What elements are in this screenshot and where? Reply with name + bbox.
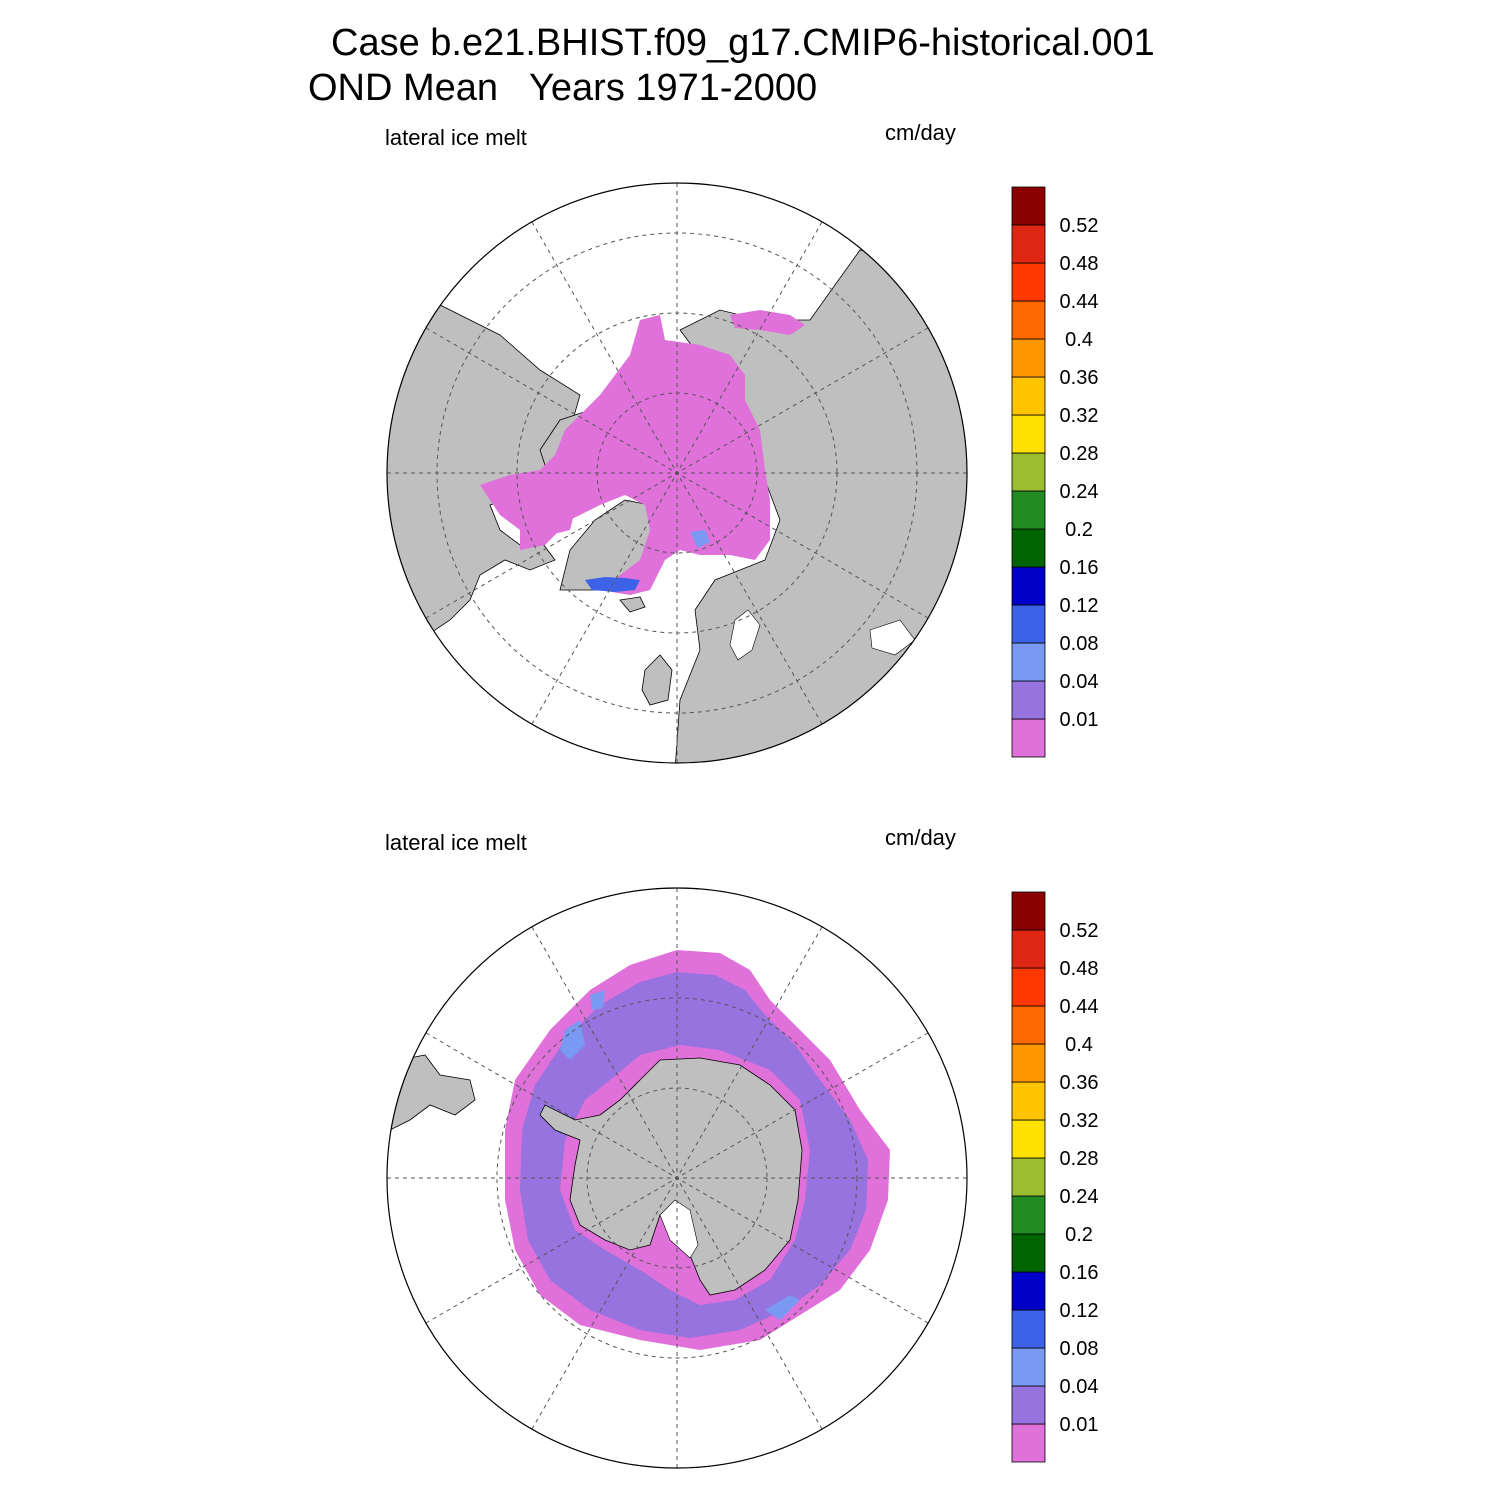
colorbar-box xyxy=(1011,1005,1046,1045)
colorbar-tick-label: 0.01 xyxy=(1060,709,1099,731)
hudson-bay-melt-region xyxy=(538,495,575,535)
drake-melt-streak xyxy=(590,990,605,1010)
colorbar-box xyxy=(1011,929,1046,969)
colorbar-box xyxy=(1011,1233,1046,1273)
colorbar-box xyxy=(1011,452,1046,492)
colorbar-tick-label: 0.16 xyxy=(1060,557,1099,579)
colorbar-tick-label: 0.36 xyxy=(1060,367,1099,389)
colorbar-tick-label: 0.16 xyxy=(1060,1262,1099,1284)
colorbar-box xyxy=(1011,642,1046,682)
colorbar-tick-label: 0.01 xyxy=(1060,1414,1099,1436)
colorbar-box xyxy=(1011,604,1046,644)
colorbar-box xyxy=(1011,528,1046,568)
colorbar-box xyxy=(1011,1119,1046,1159)
barents-melt-spot xyxy=(690,530,710,548)
south-america-land xyxy=(387,1054,476,1131)
figure-title: Case b.e21.BHIST.f09_g17.CMIP6-historica… xyxy=(0,0,1500,110)
south-units-label: cm/day xyxy=(885,825,956,850)
colorbar-tick-label: 0.28 xyxy=(1060,1148,1099,1170)
colorbar-tick-label: 0.24 xyxy=(1060,1186,1099,1208)
north-variable-label: lateral ice melt xyxy=(385,125,527,150)
colorbar-tick-label: 0.28 xyxy=(1060,443,1099,465)
colorbar-box xyxy=(1011,891,1046,931)
ross-sea xyxy=(659,1199,699,1259)
south-polar-map xyxy=(386,887,968,1469)
colorbar-box xyxy=(1011,376,1046,416)
colorbar-box xyxy=(1011,338,1046,378)
north-america-land xyxy=(387,304,581,661)
colorbar-box xyxy=(1011,718,1046,758)
north-colorbar: 0.01 0.04 0.08 0.12 0.16 0.2 0.24 0.28 0.32 0.36 0… xyxy=(1011,186,1099,758)
colorbar-tick-label: 0.04 xyxy=(1060,671,1099,693)
okhotsk-melt-region xyxy=(730,310,805,335)
south-meridian-lines xyxy=(387,888,967,1468)
period-title: OND Mean Years 1971-2000 xyxy=(308,67,818,109)
colorbar-tick-label: 0.32 xyxy=(1060,1110,1099,1132)
colorbar-box xyxy=(1011,680,1046,720)
north-meridian-lines xyxy=(387,183,967,763)
colorbar-tick-label: 0.2 xyxy=(1065,519,1093,541)
colorbar-box xyxy=(1011,1195,1046,1235)
weddell-melt-streak xyxy=(560,1020,585,1060)
south-variable-label: lateral ice melt xyxy=(385,830,527,855)
colorbar-tick-label: 0.52 xyxy=(1060,920,1099,942)
colorbar-tick-label: 0.24 xyxy=(1060,481,1099,503)
colorbar-box xyxy=(1011,1043,1046,1083)
south-map-border xyxy=(386,887,968,1469)
colorbar-box xyxy=(1011,186,1046,226)
colorbar-box xyxy=(1011,1347,1046,1387)
british-isles-land xyxy=(641,654,673,706)
north-map-border xyxy=(386,182,968,764)
colorbar-tick-label: 0.44 xyxy=(1060,291,1099,313)
colorbar-tick-label: 0.4 xyxy=(1065,329,1093,351)
north-units-label: cm/day xyxy=(885,120,956,145)
north-polar-map xyxy=(386,182,968,764)
colorbar-tick-label: 0.2 xyxy=(1065,1224,1093,1246)
colorbar-box xyxy=(1011,1309,1046,1349)
colorbar-box xyxy=(1011,300,1046,340)
colorbar-tick-label: 0.4 xyxy=(1065,1034,1093,1056)
colorbar-box xyxy=(1011,566,1046,606)
colorbar-box xyxy=(1011,967,1046,1007)
south-colorbar: 0.01 0.04 0.08 0.12 0.16 0.2 0.24 0.28 0.32 0.36 0… xyxy=(1011,891,1099,1463)
colorbar-box xyxy=(1011,1385,1046,1425)
colorbar-box xyxy=(1011,1157,1046,1197)
colorbar-tick-label: 0.08 xyxy=(1060,633,1099,655)
colorbar-box xyxy=(1011,1081,1046,1121)
case-title: Case b.e21.BHIST.f09_g17.CMIP6-historica… xyxy=(331,22,1155,64)
colorbar-tick-label: 0.12 xyxy=(1060,1300,1099,1322)
colorbar-tick-label: 0.48 xyxy=(1060,958,1099,980)
iceland-land xyxy=(619,596,646,613)
colorbar-tick-label: 0.32 xyxy=(1060,405,1099,427)
colorbar-tick-label: 0.44 xyxy=(1060,996,1099,1018)
colorbar-box xyxy=(1011,414,1046,454)
colorbar-box xyxy=(1011,224,1046,264)
caspian-sea xyxy=(869,619,916,656)
baltic-sea xyxy=(729,609,761,661)
colorbar-box xyxy=(1011,1271,1046,1311)
colorbar-box xyxy=(1011,490,1046,530)
colorbar-tick-label: 0.48 xyxy=(1060,253,1099,275)
colorbar-tick-label: 0.12 xyxy=(1060,595,1099,617)
colorbar-tick-label: 0.52 xyxy=(1060,215,1099,237)
colorbar-tick-label: 0.04 xyxy=(1060,1376,1099,1398)
colorbar-box xyxy=(1011,1423,1046,1463)
ross-melt-streak xyxy=(765,1295,800,1320)
colorbar-tick-label: 0.08 xyxy=(1060,1338,1099,1360)
colorbar-tick-label: 0.36 xyxy=(1060,1072,1099,1094)
colorbar-box xyxy=(1011,262,1046,302)
